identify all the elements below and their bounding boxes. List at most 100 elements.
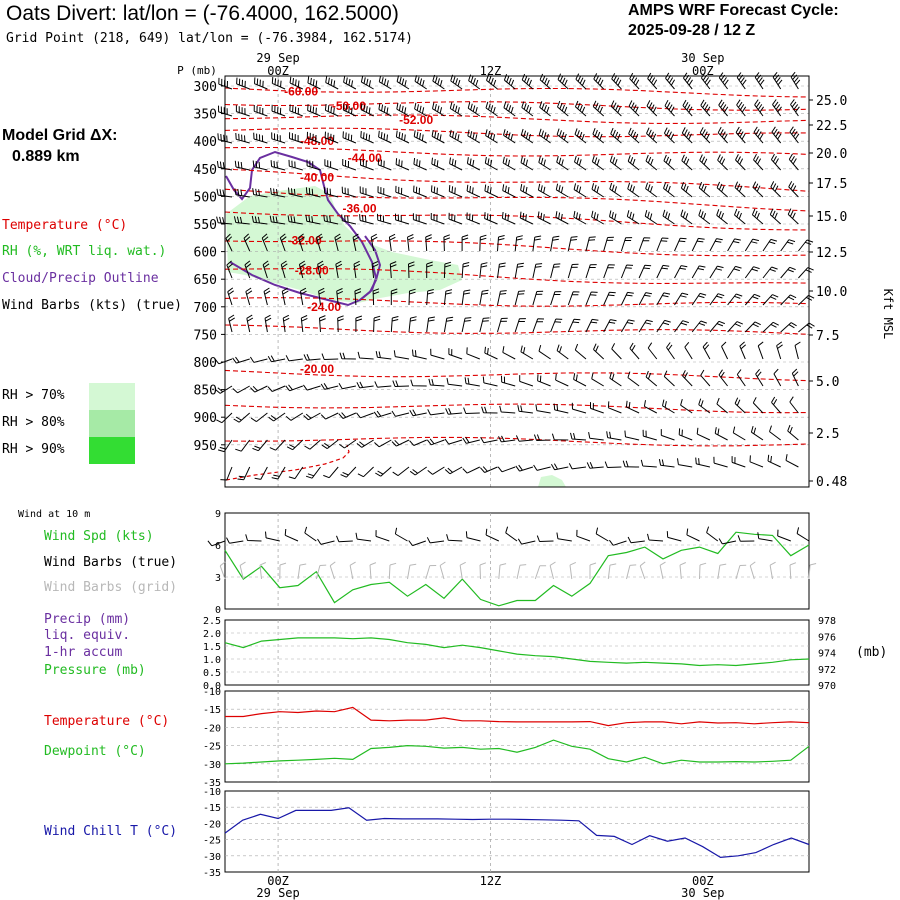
wind-barb [700,99,711,117]
wind-barb [538,156,551,171]
temperature-contour-label: -52.00 [399,113,433,127]
wind-barb [338,412,357,419]
wind-barb [412,349,427,360]
top-date-label: 30 Sep [681,51,724,65]
temperature-contour [224,168,810,192]
height-tick-label: 20.0 [816,147,847,162]
wind-barb [769,208,782,225]
wind-barb [305,466,321,479]
wind-barb-true [465,531,481,542]
wind-barb [485,101,498,117]
wind-barb [716,209,728,225]
wind-barb-grid [459,561,466,580]
wind-barb-true [737,535,755,542]
wind-barb [300,315,308,333]
wind-panel-frame [224,512,810,610]
wind-barb [666,342,675,360]
pressure-tick-label: 550 [194,218,217,233]
wind-barb [446,378,463,387]
wind-barb [660,429,675,441]
wind-barb [250,412,268,423]
legend-rh70: RH > 70% [2,388,65,403]
wind-barb [390,288,398,305]
wind-barb [298,233,305,252]
pressure-tick-label: 400 [194,135,217,150]
wind-barb [767,454,781,468]
legend-rh: RH (%, WRT liq. wat.) [2,244,167,259]
wind-barb [268,412,286,422]
wind-barb [744,266,760,279]
wind-barb [684,341,693,360]
wind-barb [568,463,587,470]
wind-barb [514,290,525,306]
wind-barb [718,99,729,117]
wind-barb-grid [498,563,507,580]
wind-barb [395,130,410,144]
wind-barb [502,346,516,360]
wind-barb-grid [479,562,487,580]
wind-barb [627,371,640,387]
wind-barb [503,101,516,117]
wind-barb [790,71,801,90]
wind-barb [553,403,569,414]
wind-barb [622,460,640,468]
wind-barb [449,129,463,144]
wind-barb-true [426,537,445,544]
wind-barb [236,77,250,90]
wind-barb [444,466,463,475]
temperature-contour [224,324,810,335]
wind-speed-tick-label: 6 [215,541,221,552]
wind-barb [467,101,481,117]
wind-barb [585,318,599,333]
wind-barb [378,103,392,117]
wind-barb [592,100,605,117]
wind-barb [499,405,516,414]
wind-barb-true [284,528,299,542]
wind-barb [515,435,533,442]
wind-barb [514,235,523,252]
temp-tick-label: -15 [203,705,221,716]
wind-barb [573,210,587,225]
wind-barb [539,73,551,90]
wind-barb-grid [349,561,356,580]
temp-contour-low [225,444,350,481]
wind-barb-grid [626,564,637,580]
wind-barb [585,291,598,306]
wind-barb [798,267,814,279]
wind-barb-true [536,535,554,542]
wind-barb [606,431,622,441]
wind-barb [647,72,658,90]
wind-barb [718,72,729,90]
wind-barb [744,321,761,333]
wind-barb [426,438,445,446]
wind-barb [304,439,321,450]
wind-barb-grid [749,561,756,580]
wind-barb [681,127,693,144]
wind-barb [682,99,693,117]
wind-barb [254,466,268,480]
pressure-tick-label: 978 [818,616,836,627]
wind-barb [413,185,427,198]
temperature-contour [224,114,810,125]
wind-barb [610,100,622,117]
wind-barb-grid [769,561,776,580]
wind-barb [443,261,452,279]
pressure-axis-title: P (mb) [177,64,217,77]
wind-barb [727,265,742,279]
wind-barb [603,291,616,306]
wind-barb-grid [659,561,666,580]
wind-barb [645,370,658,387]
pressure-tick-label: 700 [194,301,217,316]
rh70-swatch [89,383,135,410]
temp-tick-label: -10 [203,687,221,698]
wind-barb [246,314,254,333]
temperature-contour-label: -24.00 [307,300,341,314]
wind-barb [319,315,326,333]
wind-barb [341,186,357,198]
wind-barb [466,212,480,225]
cross-section-plot: -60.00 -50.00 -52.00 -48.00 -44.00 -40.00 -36.… [214,71,815,487]
wind-barb [502,184,516,198]
wind-barb [286,439,304,451]
wind-barb [732,426,746,441]
wind-barb [497,262,506,279]
